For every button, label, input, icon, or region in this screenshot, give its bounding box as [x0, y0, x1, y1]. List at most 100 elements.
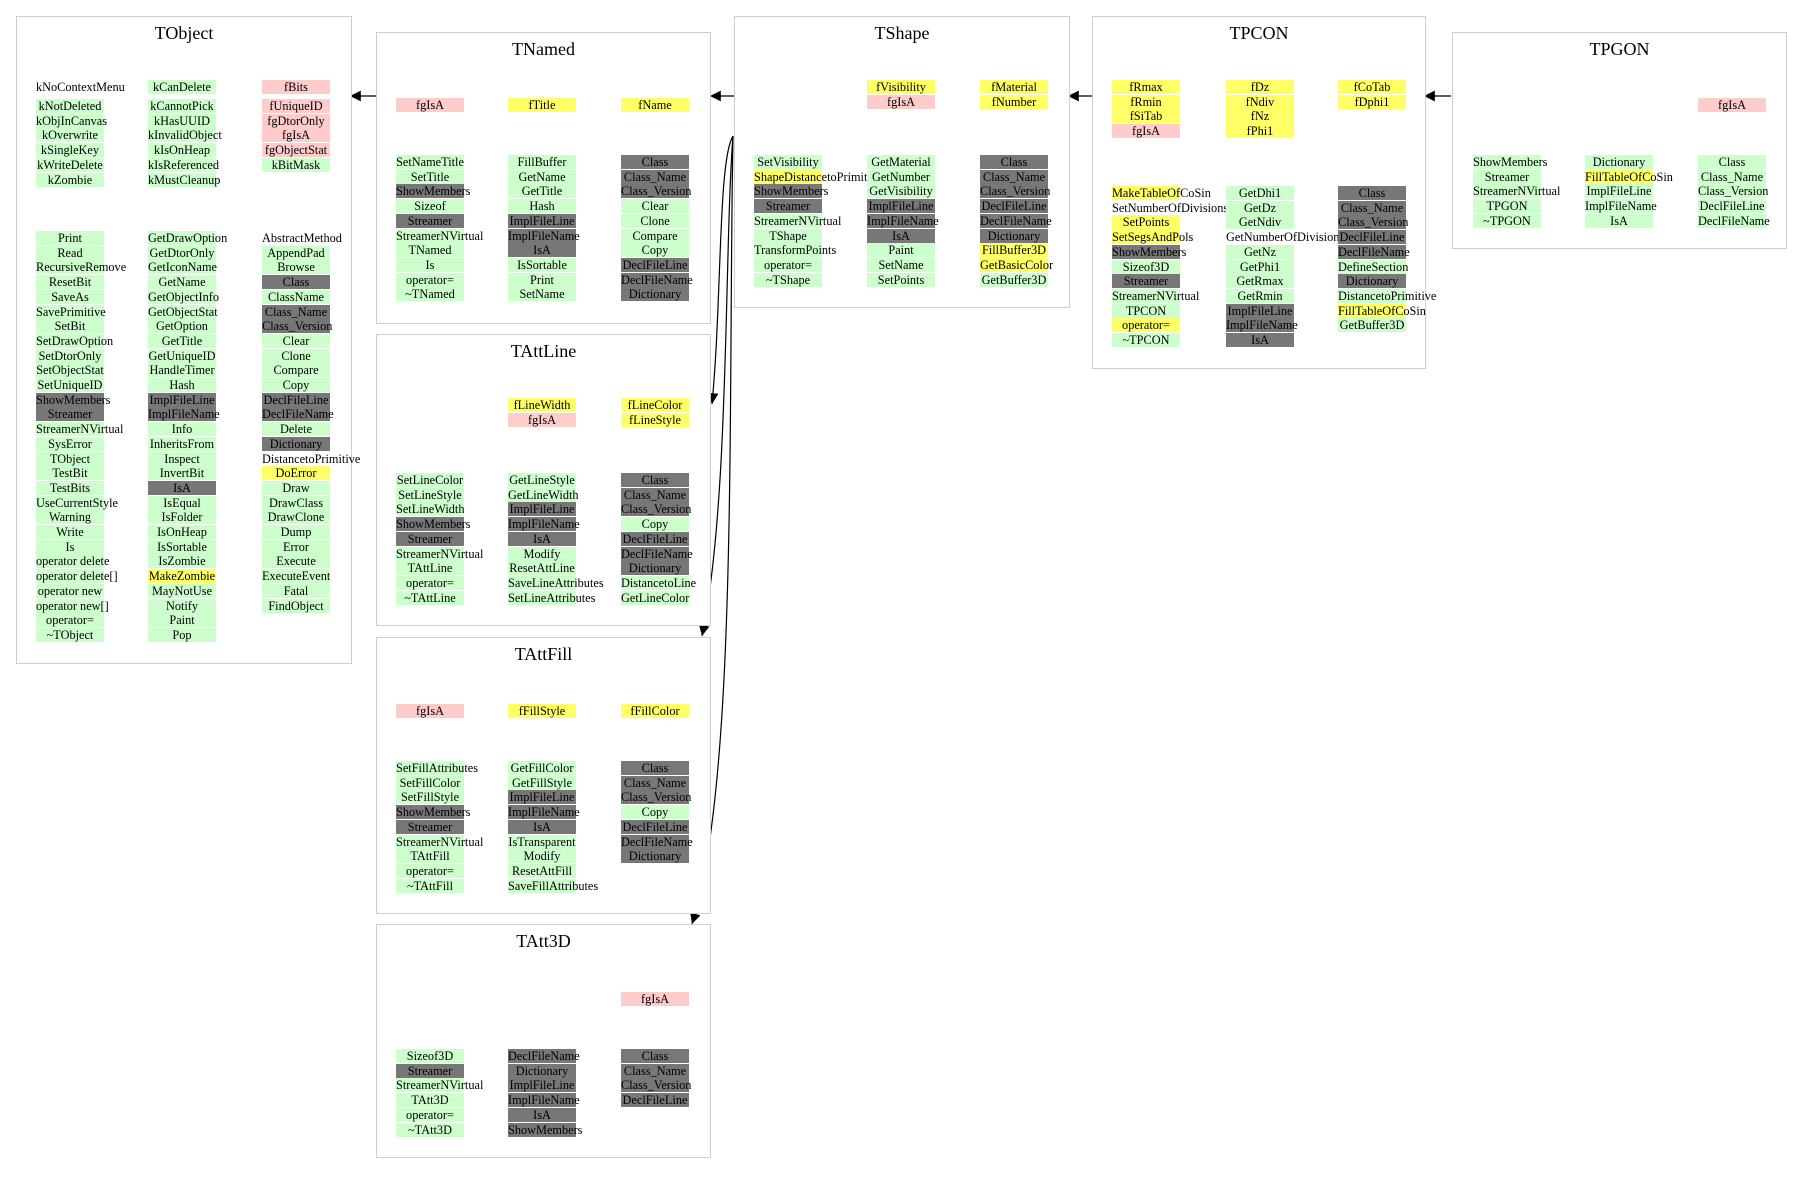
member-setname: SetName — [867, 257, 935, 272]
member-paint: Paint — [148, 613, 216, 628]
class-title: TAttLine — [510, 341, 577, 361]
member-definesection: DefineSection — [1338, 259, 1409, 274]
member-implfilename: ImplFileName — [1226, 318, 1298, 333]
member-declfilename: DeclFileName — [1698, 213, 1770, 228]
member-implfileline: ImplFileLine — [508, 213, 576, 228]
member-kmustcleanup: kMustCleanup — [148, 172, 221, 187]
member-getlinecolor: GetLineColor — [621, 590, 690, 605]
member-setvisibility: SetVisibility — [754, 155, 822, 169]
member-tshape: ~TShape — [754, 272, 822, 287]
member-fillbuffer: FillBuffer — [508, 155, 576, 169]
member-maynotuse: MayNotUse — [148, 583, 216, 598]
member-fvisibility: fVisibility — [867, 80, 935, 94]
member-browse: Browse — [262, 260, 330, 275]
member-implfileline: ImplFileLine — [508, 502, 576, 517]
member-abstractmethod: AbstractMethod — [262, 231, 342, 245]
member-fgisa: fgIsA — [396, 98, 464, 112]
member-class: Class — [1338, 186, 1406, 200]
member-fgisa: fgIsA — [508, 412, 576, 427]
member-implfilename: ImplFileName — [508, 805, 580, 820]
member-getfillcolor: GetFillColor — [508, 761, 576, 775]
member-clone: Clone — [262, 348, 330, 363]
member-declfilename: DeclFileName — [508, 1049, 580, 1063]
member-iszombie: IsZombie — [148, 554, 216, 569]
member-showmembers: ShowMembers — [1473, 155, 1548, 169]
member-kcandelete: kCanDelete — [148, 80, 216, 94]
member-filltableofcosin: FillTableOfCoSin — [1338, 303, 1426, 318]
member-getndiv: GetNdiv — [1226, 215, 1294, 230]
member-implfileline: ImplFileLine — [508, 1078, 576, 1093]
member-getdrawoption: GetDrawOption — [148, 231, 228, 245]
member-fcotab: fCoTab — [1338, 80, 1406, 94]
member-declfilename: DeclFileName — [1338, 244, 1410, 259]
member-operator-new: operator new — [36, 583, 104, 598]
member-dictionary: Dictionary — [621, 849, 689, 864]
member-class-name: Class_Name — [621, 775, 689, 790]
member-streamer: Streamer — [396, 1063, 464, 1078]
member-class-version: Class_Version — [262, 319, 333, 334]
member-streamernvirtual: StreamerNVirtual — [1112, 288, 1200, 303]
member-invertbit: InvertBit — [148, 466, 216, 481]
member-setname: SetName — [508, 287, 576, 302]
member-setobjectstat: SetObjectStat — [36, 363, 104, 378]
member-fbits: fBits — [262, 80, 330, 94]
member-class-version: Class_Version — [980, 184, 1051, 199]
member-fatal: Fatal — [262, 583, 330, 598]
member-showmembers: ShowMembers — [396, 805, 471, 820]
member-setlinewidth: SetLineWidth — [396, 502, 465, 517]
member-is: Is — [396, 257, 464, 272]
member-getlinestyle: GetLineStyle — [508, 473, 576, 487]
member-kcannotpick: kCannotPick — [148, 99, 216, 113]
member-setlinecolor: SetLineColor — [396, 473, 464, 487]
member-setpoints: SetPoints — [867, 272, 935, 287]
member-getdtoronly: GetDtorOnly — [148, 245, 216, 260]
member-tobject: TObject — [36, 451, 104, 466]
member-dictionary: Dictionary — [262, 436, 330, 451]
member-declfilename: DeclFileName — [980, 213, 1052, 228]
member-getbuffer3d: GetBuffer3D — [980, 272, 1048, 287]
member-implfilename: ImplFileName — [148, 407, 220, 422]
member-operator: operator= — [1112, 318, 1180, 333]
member-setbit: SetBit — [36, 319, 104, 334]
member-gettitle: GetTitle — [508, 184, 576, 199]
member-isa: IsA — [508, 243, 576, 258]
member-isa: IsA — [867, 228, 935, 243]
member-flinestyle: fLineStyle — [621, 412, 689, 427]
member-executeevent: ExecuteEvent — [262, 569, 331, 584]
member-fmaterial: fMaterial — [980, 80, 1048, 94]
member-class-version: Class_Version — [621, 184, 692, 199]
member-copy: Copy — [262, 378, 330, 392]
member-makezombie: MakeZombie — [148, 569, 216, 584]
member-getrmax: GetRmax — [1226, 274, 1294, 289]
member-clone: Clone — [621, 213, 689, 228]
member-isfolder: IsFolder — [148, 510, 216, 525]
member-drawclass: DrawClass — [262, 495, 330, 510]
member-handletimer: HandleTimer — [148, 363, 216, 378]
member-tpgon: TPGON — [1473, 199, 1541, 214]
member-saveas: SaveAs — [36, 289, 104, 304]
member-dump: Dump — [262, 525, 330, 539]
member-dictionary: Dictionary — [508, 1063, 576, 1078]
member-pop: Pop — [148, 627, 216, 642]
member-fsitab: fSiTab — [1112, 109, 1180, 124]
member-dictionary: Dictionary — [1585, 155, 1653, 169]
member-knotdeleted: kNotDeleted — [36, 99, 104, 113]
member-dictionary: Dictionary — [1338, 274, 1406, 289]
member-clear: Clear — [621, 199, 689, 214]
member-streamer: Streamer — [36, 407, 104, 422]
member-testbits: TestBits — [36, 480, 104, 495]
member-write: Write — [36, 525, 104, 539]
member-setfillattributes: SetFillAttributes — [396, 761, 478, 775]
member-class: Class — [1698, 155, 1766, 169]
member-fphi1: fPhi1 — [1226, 124, 1294, 139]
member-fdz: fDz — [1226, 80, 1294, 94]
member-is: Is — [36, 539, 104, 554]
member-showmembers: ShowMembers — [396, 517, 471, 532]
member-class-name: Class_Name — [621, 1063, 689, 1078]
member-showmembers: ShowMembers — [36, 392, 111, 407]
member-modify: Modify — [508, 546, 576, 561]
member-tatt3d: ~TAtt3D — [396, 1122, 464, 1137]
member-khasuuid: kHasUUID — [148, 113, 216, 128]
member-fgisa: fgIsA — [867, 94, 935, 109]
member-getobjectstat: GetObjectStat — [148, 304, 218, 319]
